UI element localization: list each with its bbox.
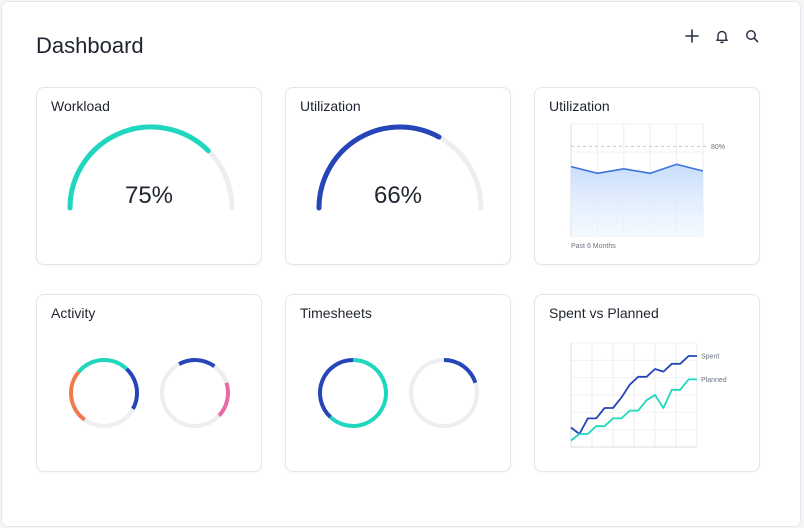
card-title: Utilization bbox=[549, 98, 610, 114]
ring-track bbox=[160, 358, 230, 428]
utilization-chart-card[interactable]: Utilization 80% Past 6 Months bbox=[534, 87, 760, 265]
workload-card[interactable]: Workload 75% bbox=[36, 87, 262, 265]
spent-vs-planned-chart: Spent Planned bbox=[570, 342, 727, 448]
card-title: Spent vs Planned bbox=[549, 305, 659, 321]
header-actions bbox=[684, 28, 760, 44]
ring-segment bbox=[103, 358, 128, 371]
workload-gauge bbox=[67, 124, 235, 211]
chart-footer-label: Past 6 Months bbox=[571, 243, 616, 250]
legend-planned: Planned bbox=[701, 377, 727, 384]
search-icon[interactable] bbox=[744, 28, 760, 44]
gauge-fill bbox=[67, 124, 211, 211]
timesheets-card[interactable]: Timesheets bbox=[285, 294, 511, 472]
ring-segment bbox=[329, 358, 388, 428]
series-planned-line bbox=[570, 378, 697, 442]
ring-segment bbox=[178, 358, 216, 368]
gauge-fill bbox=[316, 124, 442, 211]
utilization-line bbox=[570, 163, 704, 175]
timesheets-rings bbox=[318, 358, 479, 428]
legend-spent: Spent bbox=[701, 354, 719, 361]
utilization-area bbox=[571, 164, 703, 236]
activity-rings bbox=[69, 358, 230, 428]
spent-vs-planned-card[interactable]: Spent vs Planned Spent Planned bbox=[534, 294, 760, 472]
bell-icon[interactable] bbox=[714, 28, 730, 44]
card-title: Timesheets bbox=[300, 305, 372, 321]
ring-segment bbox=[125, 367, 139, 410]
ring-segment bbox=[318, 358, 354, 419]
utilization-area-chart: 80% Past 6 Months bbox=[570, 123, 725, 250]
card-title: Workload bbox=[51, 98, 110, 114]
utilization-value: 66% bbox=[373, 182, 423, 209]
card-title: Utilization bbox=[300, 98, 361, 114]
reference-label: 80% bbox=[711, 144, 725, 151]
utilization-gauge bbox=[316, 124, 484, 211]
ring-segment bbox=[77, 358, 105, 374]
workload-value: 75% bbox=[124, 182, 174, 209]
card-title: Activity bbox=[51, 305, 96, 321]
series-spent-line bbox=[570, 355, 697, 435]
plus-icon[interactable] bbox=[684, 28, 700, 44]
ring-segment bbox=[217, 382, 230, 417]
ring-segment bbox=[443, 358, 478, 384]
ring-segment bbox=[69, 370, 86, 422]
utilization-gauge-card[interactable]: Utilization 66% bbox=[285, 87, 511, 265]
activity-card[interactable]: Activity bbox=[36, 294, 262, 472]
page-title: Dashboard bbox=[36, 33, 144, 58]
